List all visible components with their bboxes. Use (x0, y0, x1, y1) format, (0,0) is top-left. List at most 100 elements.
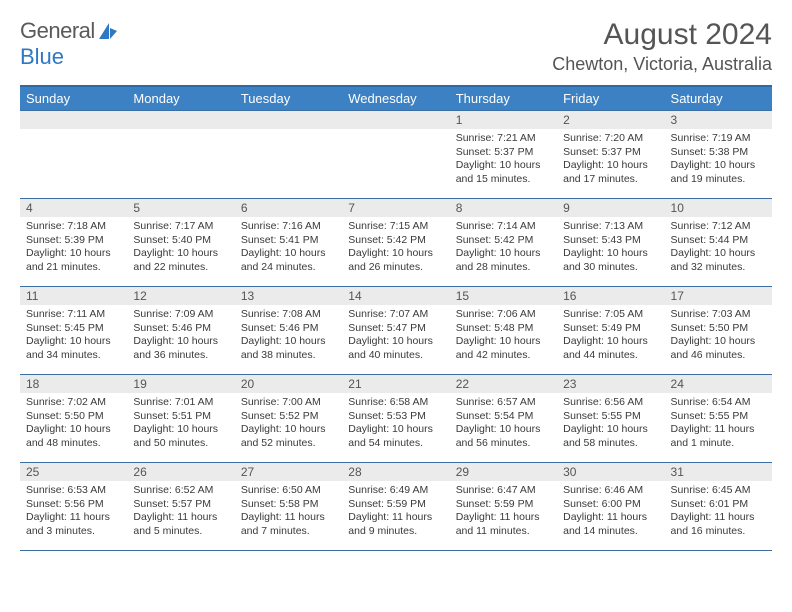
weekday-header: Sunday (20, 86, 127, 111)
sunrise-text: Sunrise: 6:58 AM (348, 396, 443, 410)
day-details: Sunrise: 7:09 AMSunset: 5:46 PMDaylight:… (127, 305, 234, 367)
daylight-text: Daylight: 10 hours and 26 minutes. (348, 247, 443, 274)
day-number: 27 (235, 463, 342, 481)
sunrise-text: Sunrise: 6:57 AM (456, 396, 551, 410)
day-number: 29 (450, 463, 557, 481)
day-details: Sunrise: 7:15 AMSunset: 5:42 PMDaylight:… (342, 217, 449, 279)
daylight-text: Daylight: 11 hours and 7 minutes. (241, 511, 336, 538)
day-details: Sunrise: 7:18 AMSunset: 5:39 PMDaylight:… (20, 217, 127, 279)
sunset-text: Sunset: 5:47 PM (348, 322, 443, 336)
day-number: 23 (557, 375, 664, 393)
sunset-text: Sunset: 5:59 PM (348, 498, 443, 512)
calendar-day-cell: 31Sunrise: 6:45 AMSunset: 6:01 PMDayligh… (665, 463, 772, 551)
calendar-day-cell: 23Sunrise: 6:56 AMSunset: 5:55 PMDayligh… (557, 375, 664, 463)
sunrise-text: Sunrise: 7:18 AM (26, 220, 121, 234)
calendar-week-row: 1Sunrise: 7:21 AMSunset: 5:37 PMDaylight… (20, 111, 772, 199)
sunset-text: Sunset: 5:57 PM (133, 498, 228, 512)
daylight-text: Daylight: 10 hours and 32 minutes. (671, 247, 766, 274)
calendar-day-cell: 17Sunrise: 7:03 AMSunset: 5:50 PMDayligh… (665, 287, 772, 375)
day-number: 15 (450, 287, 557, 305)
day-number: 26 (127, 463, 234, 481)
day-number: 20 (235, 375, 342, 393)
calendar-day-cell: 19Sunrise: 7:01 AMSunset: 5:51 PMDayligh… (127, 375, 234, 463)
day-number: 22 (450, 375, 557, 393)
day-number-empty (342, 111, 449, 129)
day-details: Sunrise: 7:17 AMSunset: 5:40 PMDaylight:… (127, 217, 234, 279)
sunrise-text: Sunrise: 6:49 AM (348, 484, 443, 498)
calendar-day-cell: 2Sunrise: 7:20 AMSunset: 5:37 PMDaylight… (557, 111, 664, 199)
day-details: Sunrise: 6:47 AMSunset: 5:59 PMDaylight:… (450, 481, 557, 543)
day-details: Sunrise: 7:05 AMSunset: 5:49 PMDaylight:… (557, 305, 664, 367)
weekday-header: Tuesday (235, 86, 342, 111)
day-number: 3 (665, 111, 772, 129)
sunset-text: Sunset: 5:59 PM (456, 498, 551, 512)
day-details: Sunrise: 7:19 AMSunset: 5:38 PMDaylight:… (665, 129, 772, 191)
sunset-text: Sunset: 5:51 PM (133, 410, 228, 424)
day-number: 11 (20, 287, 127, 305)
sunrise-text: Sunrise: 7:12 AM (671, 220, 766, 234)
calendar-week-row: 11Sunrise: 7:11 AMSunset: 5:45 PMDayligh… (20, 287, 772, 375)
daylight-text: Daylight: 10 hours and 17 minutes. (563, 159, 658, 186)
day-number: 5 (127, 199, 234, 217)
day-number: 10 (665, 199, 772, 217)
day-details: Sunrise: 7:14 AMSunset: 5:42 PMDaylight:… (450, 217, 557, 279)
day-details: Sunrise: 6:57 AMSunset: 5:54 PMDaylight:… (450, 393, 557, 455)
sunrise-text: Sunrise: 6:53 AM (26, 484, 121, 498)
day-number: 16 (557, 287, 664, 305)
calendar-day-cell: 9Sunrise: 7:13 AMSunset: 5:43 PMDaylight… (557, 199, 664, 287)
sunrise-text: Sunrise: 7:00 AM (241, 396, 336, 410)
calendar-body: 1Sunrise: 7:21 AMSunset: 5:37 PMDaylight… (20, 111, 772, 551)
day-details: Sunrise: 6:53 AMSunset: 5:56 PMDaylight:… (20, 481, 127, 543)
sunrise-text: Sunrise: 7:21 AM (456, 132, 551, 146)
daylight-text: Daylight: 10 hours and 40 minutes. (348, 335, 443, 362)
sunset-text: Sunset: 5:53 PM (348, 410, 443, 424)
sunset-text: Sunset: 5:46 PM (241, 322, 336, 336)
sunset-text: Sunset: 5:48 PM (456, 322, 551, 336)
daylight-text: Daylight: 11 hours and 9 minutes. (348, 511, 443, 538)
sunset-text: Sunset: 6:00 PM (563, 498, 658, 512)
sunrise-text: Sunrise: 7:09 AM (133, 308, 228, 322)
daylight-text: Daylight: 11 hours and 3 minutes. (26, 511, 121, 538)
brand-part2: Blue (20, 44, 64, 70)
day-details: Sunrise: 7:07 AMSunset: 5:47 PMDaylight:… (342, 305, 449, 367)
calendar-day-cell: 26Sunrise: 6:52 AMSunset: 5:57 PMDayligh… (127, 463, 234, 551)
sunrise-text: Sunrise: 7:16 AM (241, 220, 336, 234)
day-details: Sunrise: 6:54 AMSunset: 5:55 PMDaylight:… (665, 393, 772, 455)
day-details: Sunrise: 7:06 AMSunset: 5:48 PMDaylight:… (450, 305, 557, 367)
daylight-text: Daylight: 10 hours and 42 minutes. (456, 335, 551, 362)
sunset-text: Sunset: 5:43 PM (563, 234, 658, 248)
day-number: 24 (665, 375, 772, 393)
brand-part1: General (20, 18, 95, 44)
calendar-day-cell: 1Sunrise: 7:21 AMSunset: 5:37 PMDaylight… (450, 111, 557, 199)
day-number-empty (235, 111, 342, 129)
weekday-header: Thursday (450, 86, 557, 111)
day-number-empty (127, 111, 234, 129)
day-details: Sunrise: 7:01 AMSunset: 5:51 PMDaylight:… (127, 393, 234, 455)
daylight-text: Daylight: 10 hours and 52 minutes. (241, 423, 336, 450)
daylight-text: Daylight: 11 hours and 5 minutes. (133, 511, 228, 538)
weekday-header: Monday (127, 86, 234, 111)
sunrise-text: Sunrise: 7:17 AM (133, 220, 228, 234)
calendar-day-cell: 10Sunrise: 7:12 AMSunset: 5:44 PMDayligh… (665, 199, 772, 287)
calendar-day-cell: 13Sunrise: 7:08 AMSunset: 5:46 PMDayligh… (235, 287, 342, 375)
sunrise-text: Sunrise: 7:06 AM (456, 308, 551, 322)
sunrise-text: Sunrise: 7:13 AM (563, 220, 658, 234)
day-number: 28 (342, 463, 449, 481)
sunrise-text: Sunrise: 6:54 AM (671, 396, 766, 410)
day-number: 14 (342, 287, 449, 305)
daylight-text: Daylight: 10 hours and 19 minutes. (671, 159, 766, 186)
sunset-text: Sunset: 5:38 PM (671, 146, 766, 160)
sunset-text: Sunset: 5:42 PM (348, 234, 443, 248)
day-number: 25 (20, 463, 127, 481)
day-number: 8 (450, 199, 557, 217)
sunset-text: Sunset: 5:49 PM (563, 322, 658, 336)
calendar-day-cell: 16Sunrise: 7:05 AMSunset: 5:49 PMDayligh… (557, 287, 664, 375)
month-title: August 2024 (552, 18, 772, 52)
calendar-table: SundayMondayTuesdayWednesdayThursdayFrid… (20, 85, 772, 551)
sunrise-text: Sunrise: 7:08 AM (241, 308, 336, 322)
sunset-text: Sunset: 5:46 PM (133, 322, 228, 336)
day-number: 21 (342, 375, 449, 393)
daylight-text: Daylight: 10 hours and 50 minutes. (133, 423, 228, 450)
calendar-week-row: 4Sunrise: 7:18 AMSunset: 5:39 PMDaylight… (20, 199, 772, 287)
calendar-day-cell: 20Sunrise: 7:00 AMSunset: 5:52 PMDayligh… (235, 375, 342, 463)
